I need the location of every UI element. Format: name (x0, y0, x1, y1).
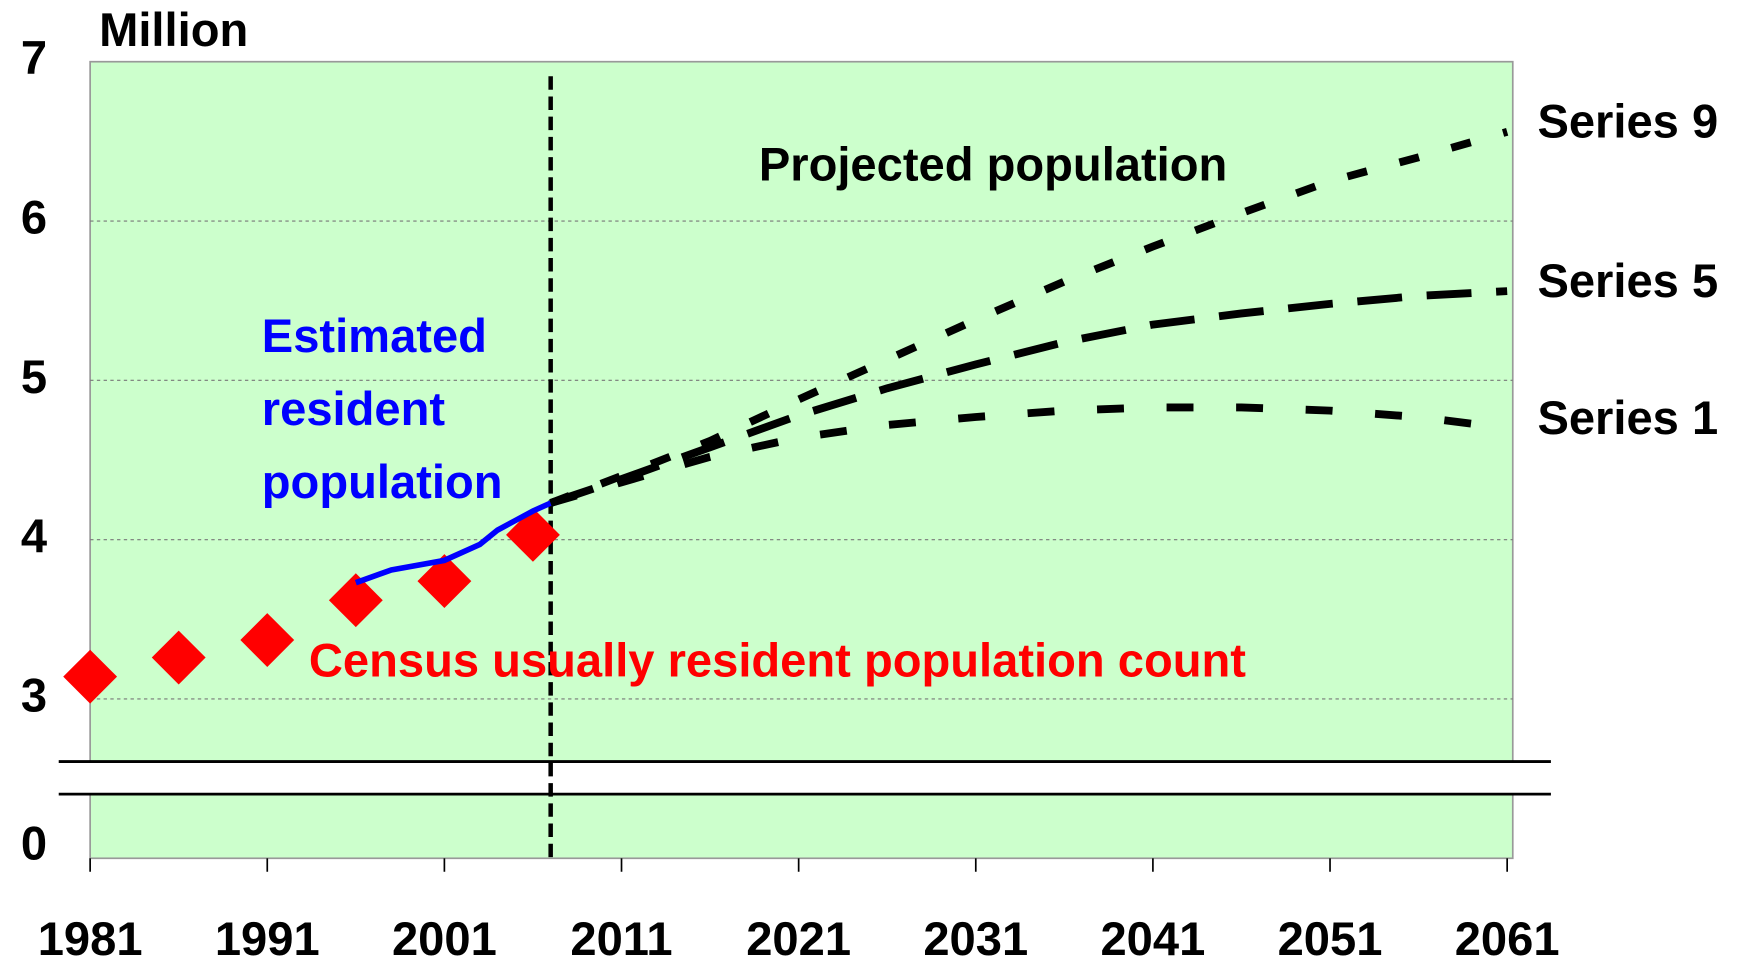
x-tick-label: 2021 (746, 912, 851, 965)
series-label: Series 9 (1537, 95, 1718, 148)
projection-line (549, 403, 1508, 507)
x-tick-label: 2031 (923, 912, 1028, 965)
series-label: Estimated resident population (262, 309, 503, 508)
census-point (151, 630, 206, 685)
y-tick-label: 4 (21, 509, 47, 562)
x-tick-label: 1991 (215, 912, 320, 965)
y-tick-label: 3 (21, 668, 47, 721)
x-tick-label: 2011 (570, 912, 672, 965)
axis-break (58, 761, 1551, 795)
y-tick-label: 7 (21, 31, 47, 84)
series-label: Series 5 (1537, 254, 1718, 307)
series-label: Census usually resident population count (309, 634, 1246, 687)
census-point (240, 613, 295, 667)
x-tick-label: 2041 (1100, 912, 1205, 965)
series-label: Series 1 (1537, 391, 1718, 444)
estimate-line (354, 500, 552, 586)
x-tick-label: 2061 (1455, 912, 1560, 965)
projection-line (549, 287, 1508, 507)
y-tick-label: 0 (21, 817, 47, 870)
annotation: Projected population (759, 138, 1227, 191)
y-tick-label: 6 (21, 190, 47, 243)
x-tick-label: 2051 (1278, 912, 1383, 965)
y-tick-label: 5 (21, 350, 47, 403)
y-axis-label: Million (99, 3, 248, 56)
census-point (328, 573, 383, 628)
plot-area (89, 60, 1514, 860)
x-tick-label: 1981 (38, 912, 143, 965)
x-tick-label: 2001 (392, 912, 497, 965)
